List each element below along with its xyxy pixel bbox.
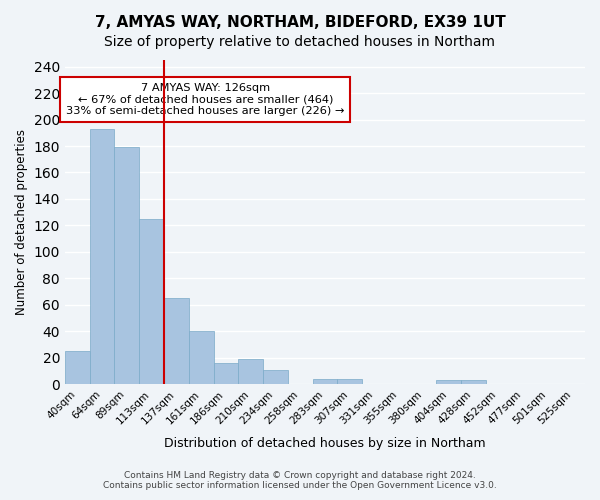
Bar <box>214 363 238 384</box>
Bar <box>313 379 337 384</box>
Bar <box>164 298 189 384</box>
Text: Size of property relative to detached houses in Northam: Size of property relative to detached ho… <box>104 35 496 49</box>
Bar <box>65 351 89 384</box>
Bar <box>139 219 164 384</box>
Bar <box>115 148 139 384</box>
Bar <box>89 129 115 384</box>
X-axis label: Distribution of detached houses by size in Northam: Distribution of detached houses by size … <box>164 437 486 450</box>
Y-axis label: Number of detached properties: Number of detached properties <box>15 129 28 315</box>
Text: 7 AMYAS WAY: 126sqm
← 67% of detached houses are smaller (464)
33% of semi-detac: 7 AMYAS WAY: 126sqm ← 67% of detached ho… <box>66 82 344 116</box>
Bar <box>461 380 486 384</box>
Bar <box>189 331 214 384</box>
Bar <box>337 379 362 384</box>
Text: Contains HM Land Registry data © Crown copyright and database right 2024.
Contai: Contains HM Land Registry data © Crown c… <box>103 470 497 490</box>
Bar <box>238 359 263 384</box>
Text: 7, AMYAS WAY, NORTHAM, BIDEFORD, EX39 1UT: 7, AMYAS WAY, NORTHAM, BIDEFORD, EX39 1U… <box>95 15 505 30</box>
Bar <box>436 380 461 384</box>
Bar <box>263 370 288 384</box>
